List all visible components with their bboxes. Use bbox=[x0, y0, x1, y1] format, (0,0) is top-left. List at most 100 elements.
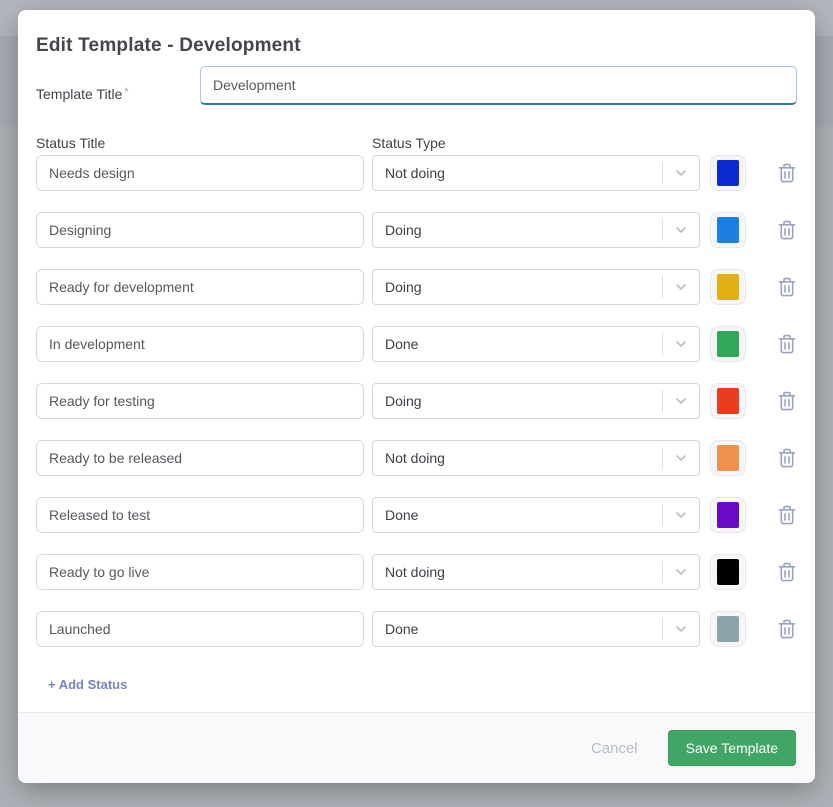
select-divider bbox=[662, 219, 663, 241]
status-color bbox=[717, 445, 739, 471]
color-swatch-button[interactable] bbox=[710, 611, 746, 647]
select-divider bbox=[662, 390, 663, 412]
template-title-input[interactable] bbox=[200, 66, 797, 105]
color-swatch-button[interactable] bbox=[710, 155, 746, 191]
status-title-input[interactable] bbox=[36, 440, 364, 476]
status-color bbox=[717, 331, 739, 357]
delete-status-button[interactable] bbox=[777, 505, 797, 527]
status-type-value: Not doing bbox=[385, 165, 445, 181]
delete-status-button[interactable] bbox=[777, 562, 797, 584]
status-color bbox=[717, 616, 739, 642]
chevron-down-icon bbox=[663, 166, 699, 180]
chevron-down-icon bbox=[663, 280, 699, 294]
column-header-status-title: Status Title bbox=[36, 135, 106, 151]
delete-status-button[interactable] bbox=[777, 448, 797, 470]
status-color bbox=[717, 388, 739, 414]
modal-title: Edit Template - Development bbox=[36, 35, 301, 56]
status-title-input[interactable] bbox=[36, 269, 364, 305]
delete-status-button[interactable] bbox=[777, 334, 797, 356]
trash-icon bbox=[778, 220, 796, 243]
status-type-value: Doing bbox=[385, 393, 422, 409]
delete-status-button[interactable] bbox=[777, 277, 797, 299]
delete-status-button[interactable] bbox=[777, 391, 797, 413]
status-title-input[interactable] bbox=[36, 383, 364, 419]
status-type-value: Doing bbox=[385, 279, 422, 295]
status-row: Done bbox=[36, 326, 797, 362]
chevron-down-icon bbox=[663, 394, 699, 408]
trash-icon bbox=[778, 619, 796, 642]
status-row: Doing bbox=[36, 383, 797, 419]
column-header-status-type: Status Type bbox=[372, 135, 446, 151]
trash-icon bbox=[778, 391, 796, 414]
chevron-down-icon bbox=[663, 451, 699, 465]
chevron-down-icon bbox=[663, 622, 699, 636]
color-swatch-button[interactable] bbox=[710, 326, 746, 362]
status-type-select[interactable]: Done bbox=[372, 611, 700, 647]
select-divider bbox=[662, 333, 663, 355]
status-type-select[interactable]: Doing bbox=[372, 269, 700, 305]
status-type-select[interactable]: Doing bbox=[372, 383, 700, 419]
chevron-down-icon bbox=[663, 565, 699, 579]
status-title-input[interactable] bbox=[36, 554, 364, 590]
edit-template-modal: Edit Template - Development Template Tit… bbox=[18, 10, 815, 783]
select-divider bbox=[662, 618, 663, 640]
color-swatch-button[interactable] bbox=[710, 269, 746, 305]
select-divider bbox=[662, 504, 663, 526]
status-type-select[interactable]: Done bbox=[372, 497, 700, 533]
status-type-value: Done bbox=[385, 507, 419, 523]
status-type-select[interactable]: Not doing bbox=[372, 554, 700, 590]
status-type-value: Doing bbox=[385, 222, 422, 238]
trash-icon bbox=[778, 334, 796, 357]
status-title-input[interactable] bbox=[36, 212, 364, 248]
status-type-select[interactable]: Done bbox=[372, 326, 700, 362]
template-title-label-text: Template Title bbox=[36, 86, 123, 102]
select-divider bbox=[662, 162, 663, 184]
status-color bbox=[717, 274, 739, 300]
chevron-down-icon bbox=[663, 337, 699, 351]
add-status-button[interactable]: + Add Status bbox=[48, 677, 128, 692]
status-type-select[interactable]: Doing bbox=[372, 212, 700, 248]
select-divider bbox=[662, 561, 663, 583]
status-row: Doing bbox=[36, 212, 797, 248]
delete-status-button[interactable] bbox=[777, 220, 797, 242]
select-divider bbox=[662, 447, 663, 469]
delete-status-button[interactable] bbox=[777, 619, 797, 641]
save-template-button[interactable]: Save Template bbox=[667, 730, 796, 766]
trash-icon bbox=[778, 448, 796, 471]
color-swatch-button[interactable] bbox=[710, 440, 746, 476]
status-type-value: Done bbox=[385, 336, 419, 352]
status-title-input[interactable] bbox=[36, 497, 364, 533]
trash-icon bbox=[778, 505, 796, 528]
status-title-input[interactable] bbox=[36, 326, 364, 362]
status-row: Doing bbox=[36, 269, 797, 305]
status-type-select[interactable]: Not doing bbox=[372, 155, 700, 191]
status-row: Done bbox=[36, 497, 797, 533]
status-color bbox=[717, 160, 739, 186]
status-title-input[interactable] bbox=[36, 611, 364, 647]
template-title-label: Template Title * bbox=[36, 86, 129, 102]
color-swatch-button[interactable] bbox=[710, 383, 746, 419]
chevron-down-icon bbox=[663, 223, 699, 237]
trash-icon bbox=[778, 562, 796, 585]
select-divider bbox=[662, 276, 663, 298]
status-title-input[interactable] bbox=[36, 155, 364, 191]
status-color bbox=[717, 502, 739, 528]
color-swatch-button[interactable] bbox=[710, 212, 746, 248]
status-type-value: Not doing bbox=[385, 450, 445, 466]
status-type-value: Done bbox=[385, 621, 419, 637]
status-type-select[interactable]: Not doing bbox=[372, 440, 700, 476]
trash-icon bbox=[778, 277, 796, 300]
chevron-down-icon bbox=[663, 508, 699, 522]
cancel-button[interactable]: Cancel bbox=[590, 739, 638, 757]
status-row: Done bbox=[36, 611, 797, 647]
required-asterisk: * bbox=[124, 86, 129, 98]
trash-icon bbox=[778, 163, 796, 186]
status-color bbox=[717, 217, 739, 243]
modal-footer: Cancel Save Template bbox=[18, 712, 815, 783]
color-swatch-button[interactable] bbox=[710, 554, 746, 590]
delete-status-button[interactable] bbox=[777, 163, 797, 185]
status-row: Not doing bbox=[36, 155, 797, 191]
status-type-value: Not doing bbox=[385, 564, 445, 580]
color-swatch-button[interactable] bbox=[710, 497, 746, 533]
status-row: Not doing bbox=[36, 440, 797, 476]
